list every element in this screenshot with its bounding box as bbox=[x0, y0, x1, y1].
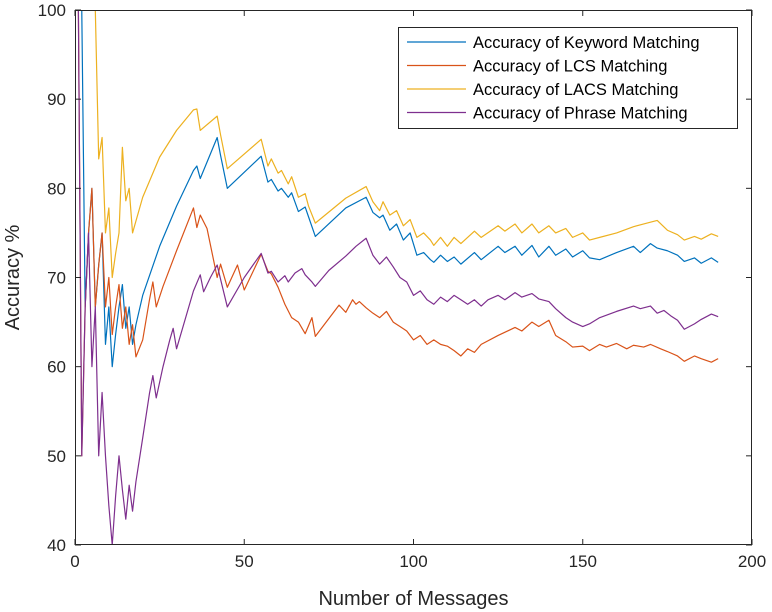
legend-entry-2: Accuracy of LCS Matching bbox=[473, 58, 667, 76]
legend-entry-4: Accuracy of Phrase Matching bbox=[473, 105, 688, 123]
y-tick-label: 80 bbox=[47, 179, 66, 198]
x-tick-label: 200 bbox=[738, 552, 766, 571]
y-tick-label: 90 bbox=[47, 90, 66, 109]
y-tick-label: 50 bbox=[47, 447, 66, 466]
x-tick-label: 50 bbox=[235, 552, 254, 571]
y-tick-label: 70 bbox=[47, 269, 66, 288]
legend-box bbox=[398, 27, 738, 129]
x-tick-label: 100 bbox=[399, 552, 427, 571]
x-axis-label: Number of Messages bbox=[318, 588, 508, 610]
series-line-1 bbox=[78, 10, 719, 368]
legend-entry-3: Accuracy of LACS Matching bbox=[473, 81, 678, 99]
y-tick-label: 40 bbox=[47, 536, 66, 555]
series-layer bbox=[77, 10, 719, 545]
y-tick-label: 100 bbox=[38, 1, 66, 20]
series-line-3 bbox=[78, 10, 719, 279]
y-axis-label: Accuracy % bbox=[2, 224, 24, 330]
y-tick-label: 60 bbox=[47, 358, 66, 377]
series-line-2 bbox=[77, 10, 719, 457]
x-tick-label: 150 bbox=[569, 552, 597, 571]
series-line-4 bbox=[77, 10, 719, 545]
legend: Accuracy of Keyword Matching Accuracy of … bbox=[398, 27, 738, 129]
x-tick-label: 0 bbox=[70, 552, 79, 571]
legend-entry-1: Accuracy of Keyword Matching bbox=[473, 34, 700, 52]
ticks-layer: 0 50 100 150 200 40 50 60 70 80 90 100 bbox=[38, 1, 767, 571]
